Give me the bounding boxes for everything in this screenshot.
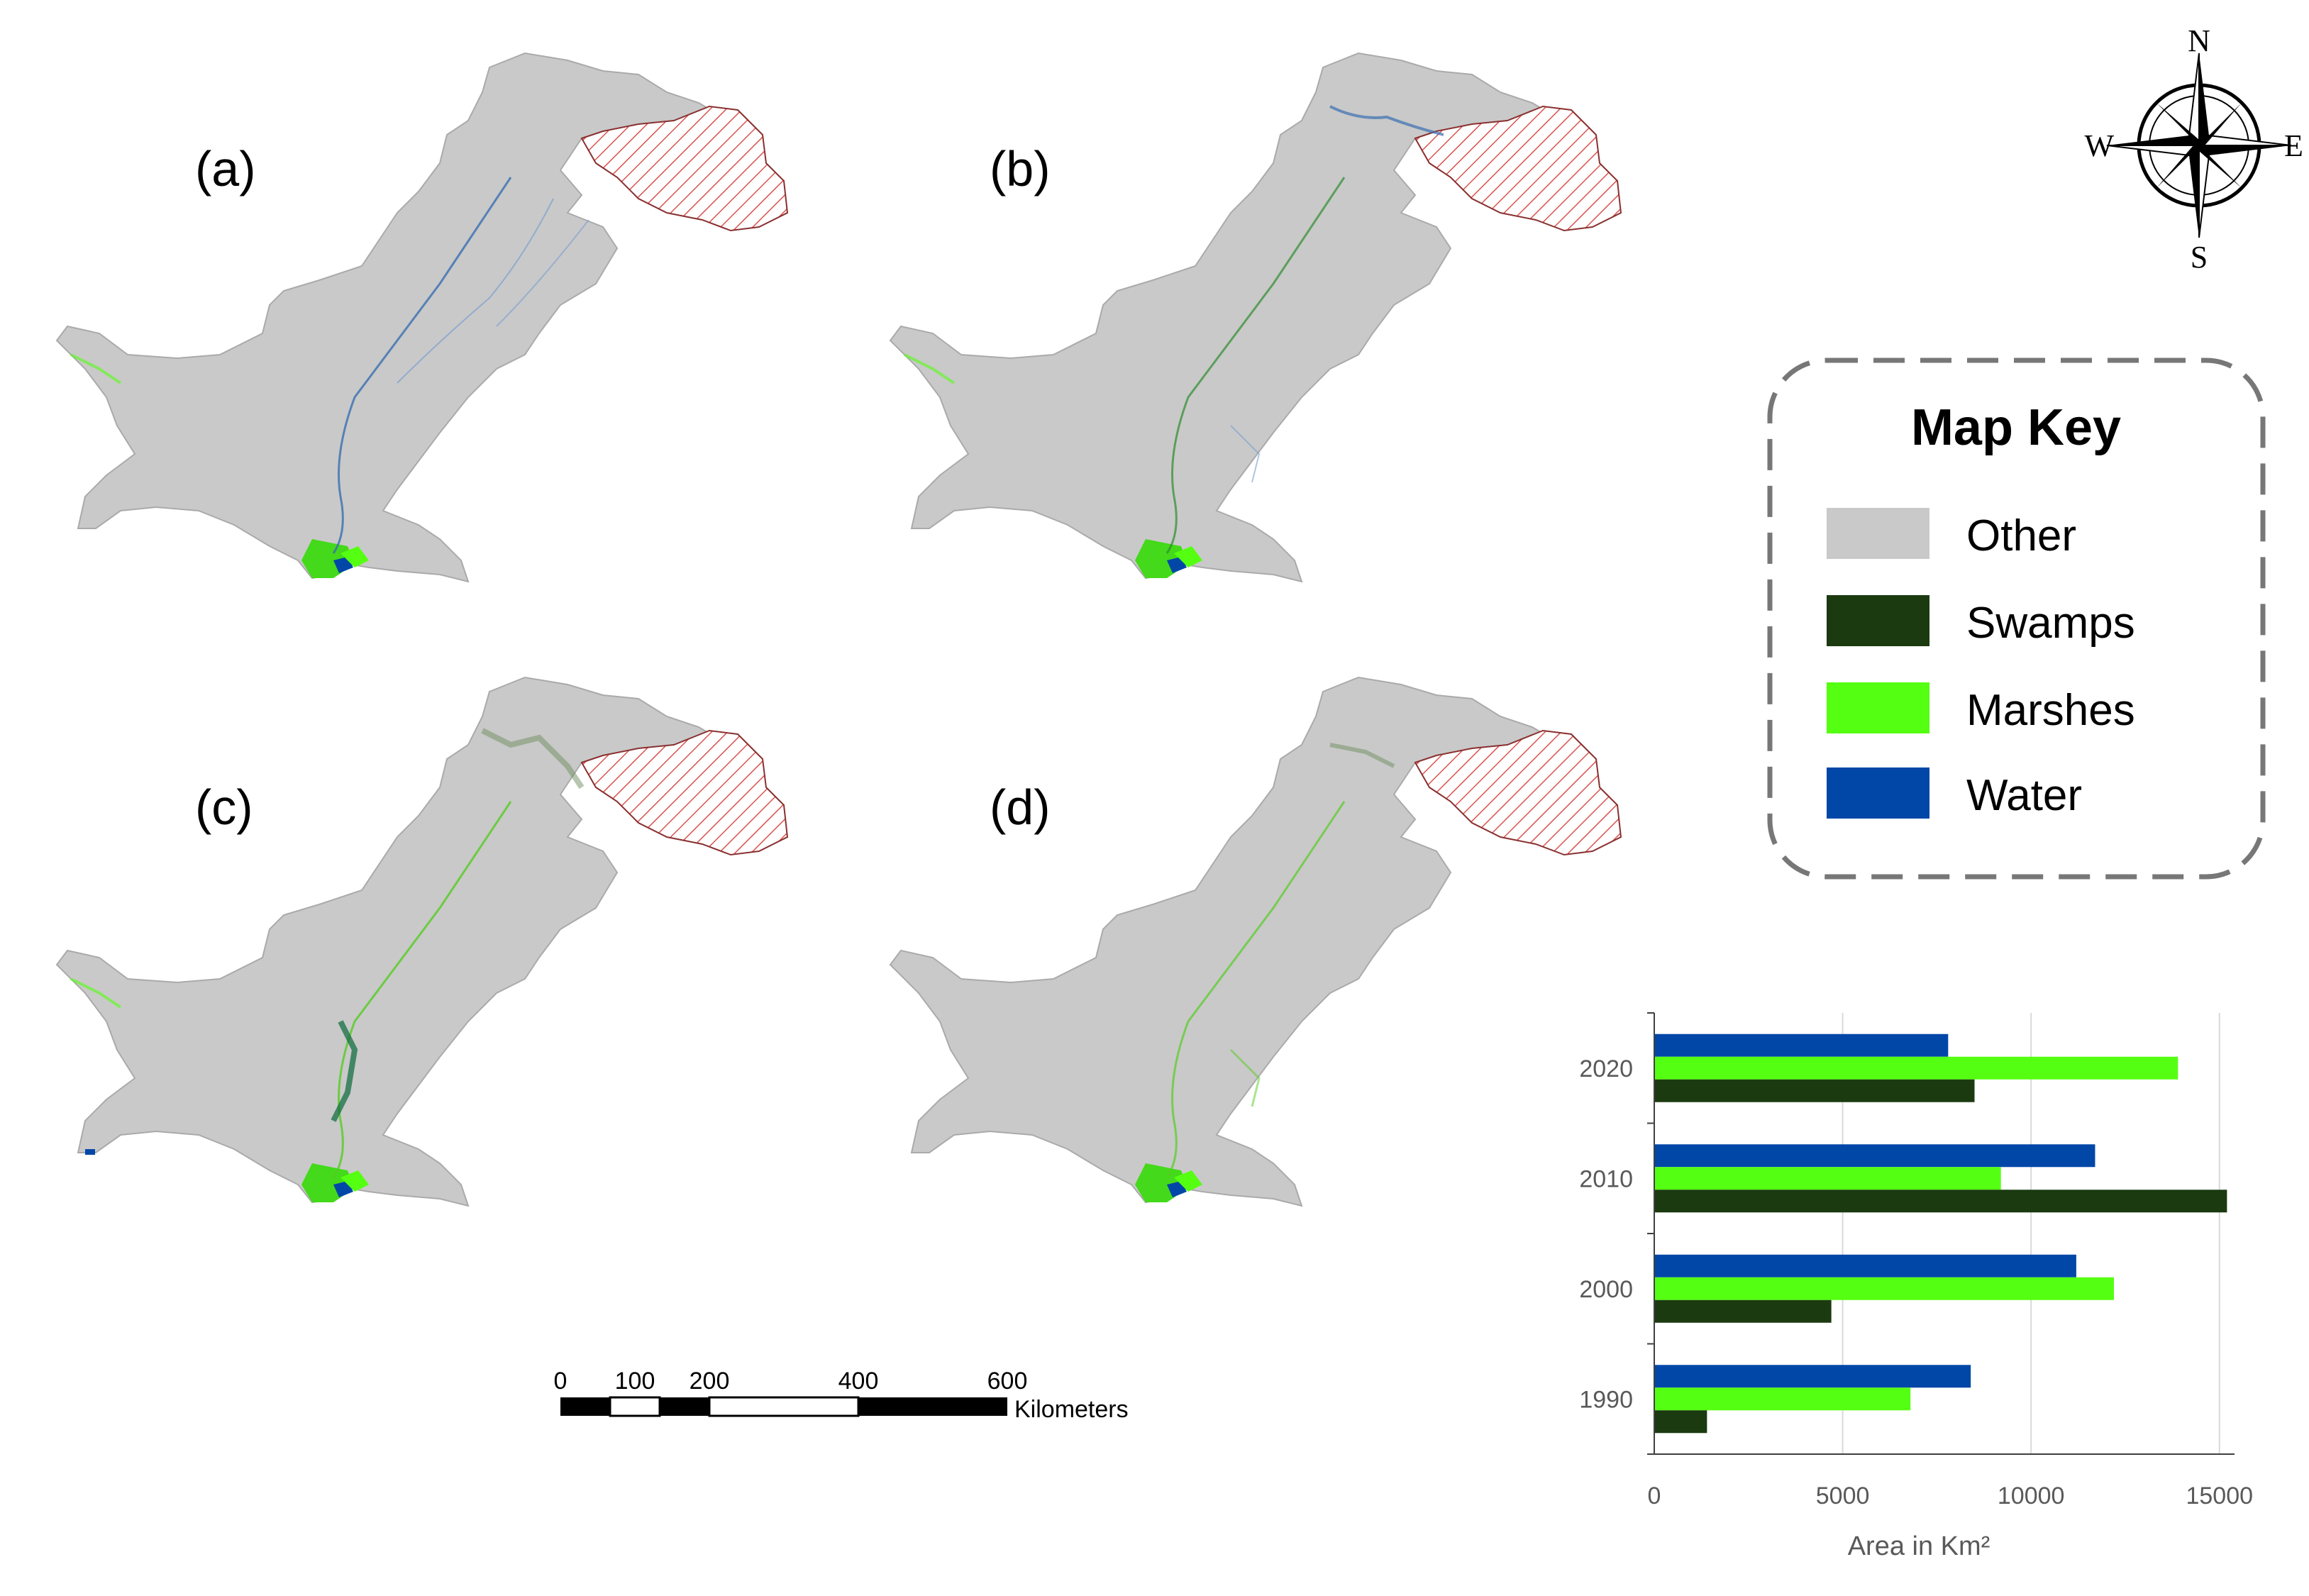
y-tick-label: 2020 bbox=[1579, 1055, 1633, 1082]
bar-marshes-2020 bbox=[1654, 1056, 2178, 1080]
chart-axes bbox=[1647, 1012, 2235, 1455]
y-tick-label: 1990 bbox=[1579, 1386, 1633, 1413]
scale-tick-400: 400 bbox=[838, 1368, 879, 1395]
x-tick-label: 15000 bbox=[2186, 1483, 2253, 1509]
bar-marshes-2000 bbox=[1654, 1277, 2115, 1300]
compass-w-label: W bbox=[2084, 128, 2114, 163]
panel-label-d: (d) bbox=[990, 780, 1051, 835]
bar-swamps-2000 bbox=[1654, 1299, 1832, 1323]
bar-marshes-1990 bbox=[1654, 1387, 1911, 1411]
map-panel-c: (c) bbox=[57, 677, 787, 1206]
compass-rose: N S E W bbox=[2084, 23, 2303, 275]
compass-s-label: S bbox=[2191, 240, 2208, 275]
map-key-label-water: Water bbox=[1966, 771, 2082, 820]
bar-swamps-1990 bbox=[1654, 1410, 1707, 1434]
compass-e-label: E bbox=[2284, 128, 2303, 163]
bar-water-2010 bbox=[1654, 1144, 2095, 1168]
map-key-item-other: Other bbox=[1827, 508, 2076, 560]
map-key-label-other: Other bbox=[1966, 511, 2076, 560]
y-tick-label: 2000 bbox=[1579, 1276, 1633, 1303]
x-tick-label: 5000 bbox=[1816, 1483, 1870, 1509]
chart-y-tick-labels: 1990 2000 2010 2020 bbox=[1579, 1055, 1633, 1414]
bar-water-2000 bbox=[1654, 1254, 2076, 1278]
chart-x-tick-labels: 0 5000 10000 15000 bbox=[1648, 1483, 2253, 1509]
scale-tick-600: 600 bbox=[987, 1368, 1028, 1395]
scale-segment bbox=[708, 1396, 860, 1417]
compass-north-point bbox=[2199, 53, 2209, 145]
panel-label-a: (a) bbox=[195, 141, 256, 196]
map-key-swatch-swamps bbox=[1827, 595, 1929, 646]
map-key-border bbox=[1767, 358, 2266, 880]
map-key: Map Key Other Swamps Marshes Water bbox=[1767, 358, 2266, 880]
scale-tick-200: 200 bbox=[690, 1368, 730, 1395]
scale-unit-label: Kilometers bbox=[1014, 1396, 1129, 1423]
compass-n-label: N bbox=[2188, 23, 2210, 58]
scale-segment bbox=[660, 1397, 709, 1416]
panel-label-c: (c) bbox=[195, 780, 253, 835]
map-key-swatch-marshes bbox=[1827, 682, 1929, 733]
map-key-swatch-other bbox=[1827, 508, 1929, 559]
scale-segment bbox=[560, 1397, 610, 1416]
map-key-title: Map Key bbox=[1911, 399, 2121, 456]
map-panel-d: (d) bbox=[890, 677, 1621, 1206]
map-panel-a: (a) bbox=[57, 53, 787, 582]
area-bar-chart: 1990 2000 2010 2020 0 5000 10000 15000 Area in… bbox=[1579, 1012, 2253, 1561]
bar-water-2020 bbox=[1654, 1033, 1949, 1057]
panel-label-b: (b) bbox=[990, 141, 1051, 196]
map-panel-b: (b) bbox=[890, 53, 1621, 582]
chart-x-axis-title: Area in Km² bbox=[1848, 1531, 1990, 1561]
bar-marshes-2010 bbox=[1654, 1167, 2001, 1190]
bar-water-1990 bbox=[1654, 1365, 1971, 1388]
map-key-swatch-water bbox=[1827, 767, 1929, 819]
chart-bars bbox=[1654, 1033, 2227, 1434]
x-tick-label: 0 bbox=[1648, 1483, 1661, 1509]
scale-tick-0: 0 bbox=[554, 1368, 567, 1395]
map-key-item-marshes: Marshes bbox=[1827, 682, 2135, 735]
scale-tick-100: 100 bbox=[615, 1368, 655, 1395]
scale-segment bbox=[858, 1397, 1007, 1416]
map-key-label-marshes: Marshes bbox=[1966, 686, 2135, 735]
bar-swamps-2020 bbox=[1654, 1079, 1975, 1102]
scale-segment bbox=[609, 1396, 661, 1417]
map-key-item-swamps: Swamps bbox=[1827, 595, 2135, 648]
scale-bar: 0 100 200 400 600 Kilometers bbox=[554, 1368, 1129, 1423]
map-key-label-swamps: Swamps bbox=[1966, 599, 2135, 648]
map-key-item-water: Water bbox=[1827, 767, 2082, 820]
bar-swamps-2010 bbox=[1654, 1190, 2227, 1213]
y-tick-label: 2010 bbox=[1579, 1165, 1633, 1192]
x-tick-label: 10000 bbox=[1998, 1483, 2065, 1509]
